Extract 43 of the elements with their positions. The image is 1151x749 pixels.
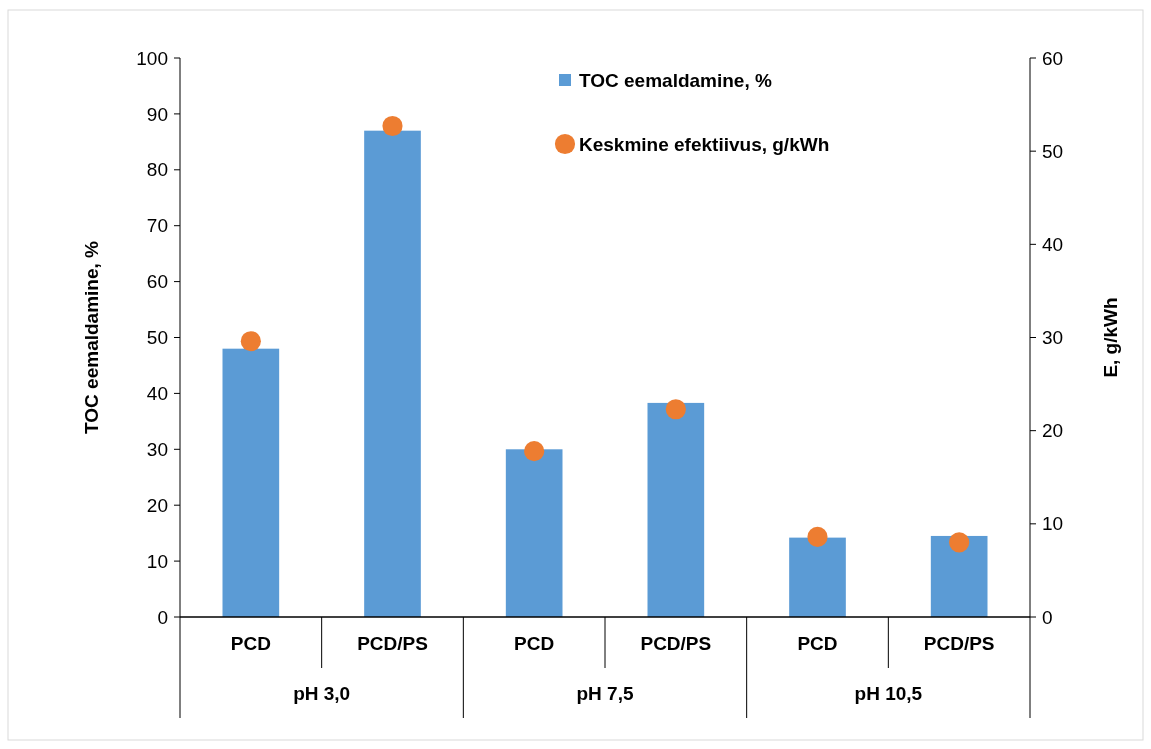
y-tick-label: 50	[146, 327, 168, 349]
y2-tick-label: 40	[1042, 233, 1064, 255]
point	[240, 331, 261, 352]
y-axis-title: TOC eemaldamine, %	[81, 240, 102, 434]
y-tick-label: 30	[146, 438, 168, 460]
point	[949, 532, 970, 553]
y-tick-label: 20	[146, 494, 168, 516]
y-tick-label: 100	[136, 47, 168, 69]
text: pH 7,5	[576, 683, 634, 704]
bar	[789, 537, 846, 617]
point	[524, 441, 545, 462]
bar	[364, 130, 421, 617]
bar	[647, 402, 705, 617]
x-tick-label: PCD/PS	[640, 633, 712, 654]
y-tick-label: 10	[146, 550, 168, 572]
y-tick-label: 80	[146, 159, 168, 181]
y-tick-label: 60	[146, 271, 168, 293]
text: pH 3,0	[293, 683, 351, 704]
y2-axis-title: E, g/kWh	[1100, 297, 1121, 378]
point	[382, 115, 403, 137]
text: pH 10,5	[854, 683, 923, 704]
y-tick-label: 70	[146, 215, 168, 237]
y2-tick-label: 50	[1042, 140, 1064, 162]
y2-tick-label: 10	[1042, 513, 1064, 535]
y-tick-label: 40	[146, 383, 168, 405]
point	[665, 399, 686, 420]
x-tick-label: PCD	[514, 633, 555, 654]
x-tick-label: PCD	[797, 633, 838, 654]
legend-label: Keskmine efektiivus, g/kWh	[579, 133, 830, 155]
y2-tick-label: 60	[1042, 47, 1064, 69]
bar	[505, 449, 563, 617]
bar	[930, 535, 988, 617]
x-tick-label: PCD/PS	[923, 633, 995, 654]
y2-tick-label: 0	[1042, 606, 1053, 628]
x-tick-label: PCD/PS	[357, 633, 428, 654]
bar	[222, 348, 280, 617]
point	[807, 526, 828, 547]
x-tick-label: PCD	[230, 633, 271, 654]
legend-label: TOC eemaldamine, %	[579, 69, 772, 91]
y2-tick-label: 30	[1042, 327, 1064, 349]
y-tick-label: 0	[157, 606, 168, 628]
y2-tick-label: 20	[1042, 420, 1064, 442]
y-tick-label: 90	[146, 103, 168, 125]
